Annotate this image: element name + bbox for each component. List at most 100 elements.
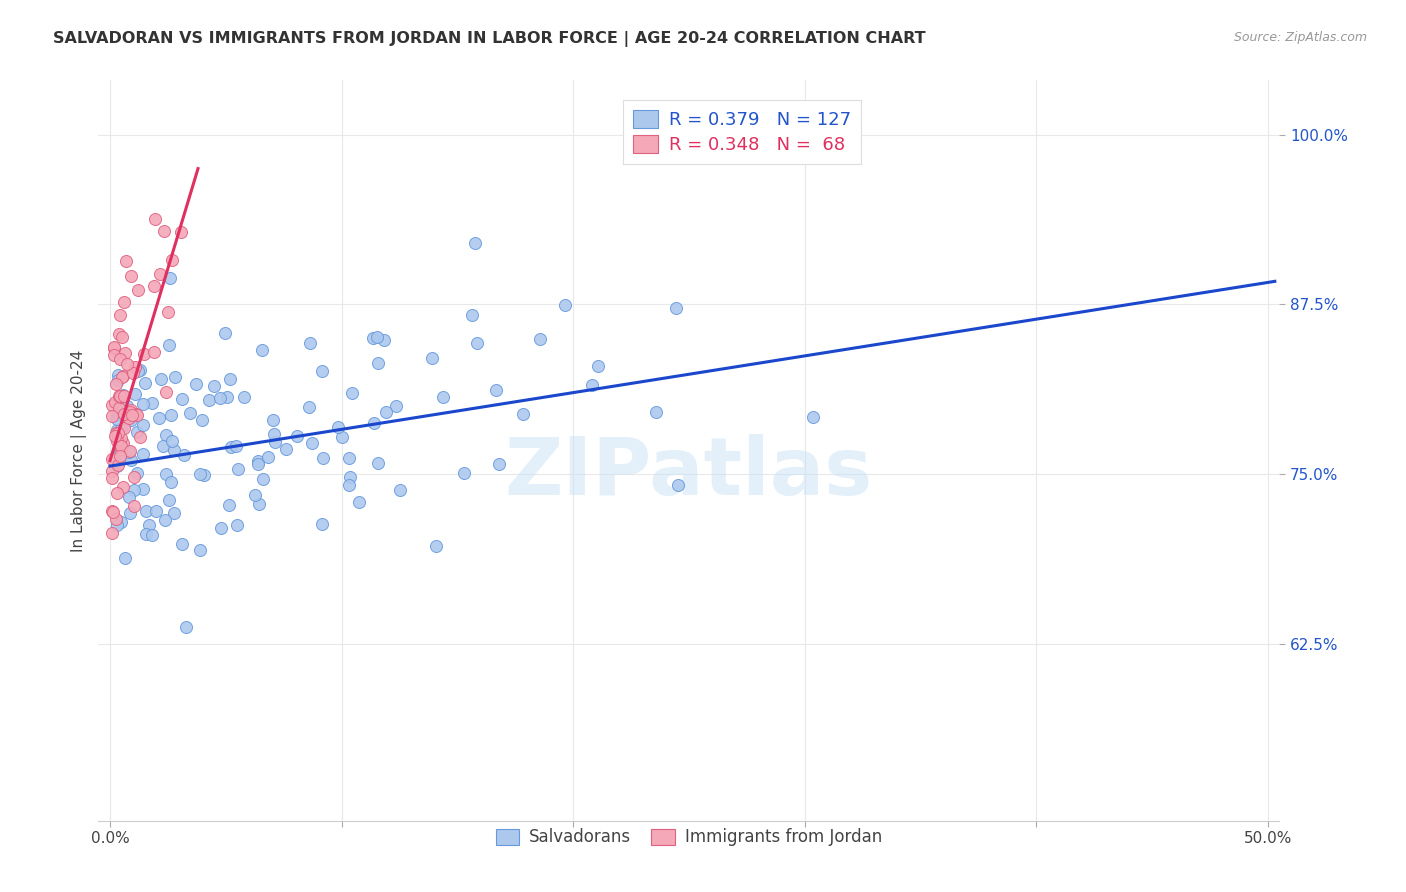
Point <box>101 409 124 423</box>
Text: SALVADORAN VS IMMIGRANTS FROM JORDAN IN LABOR FORCE | AGE 20-24 CORRELATION CHAR: SALVADORAN VS IMMIGRANTS FROM JORDAN IN … <box>53 31 927 47</box>
Point <box>101 526 124 541</box>
Point <box>124 483 146 497</box>
Point <box>120 268 142 283</box>
Point <box>111 369 134 384</box>
Point <box>143 212 166 227</box>
Point <box>107 389 129 403</box>
Point <box>117 410 139 425</box>
Point <box>111 330 134 344</box>
Point <box>149 268 172 282</box>
Point <box>101 471 124 485</box>
Point <box>163 506 186 520</box>
Legend: Salvadorans, Immigrants from Jordan: Salvadorans, Immigrants from Jordan <box>489 822 889 853</box>
Point <box>110 422 132 436</box>
Point <box>263 427 285 442</box>
Point <box>388 483 411 497</box>
Point <box>112 295 135 310</box>
Point <box>225 518 247 533</box>
Point <box>373 333 395 347</box>
Point <box>190 413 212 427</box>
Point <box>665 301 688 316</box>
Point <box>105 425 128 440</box>
Text: ZIPatlas: ZIPatlas <box>505 434 873 512</box>
Point <box>132 482 155 496</box>
Point <box>245 488 267 502</box>
Point <box>375 404 398 418</box>
Point <box>425 539 447 553</box>
Point <box>112 421 135 435</box>
Point <box>250 343 273 358</box>
Point <box>107 458 129 472</box>
Point <box>129 363 152 377</box>
Point <box>157 492 180 507</box>
Point <box>125 407 148 421</box>
Point <box>122 499 145 513</box>
Point <box>581 377 603 392</box>
Point <box>188 542 211 557</box>
Point <box>110 439 132 453</box>
Point <box>115 357 138 371</box>
Point <box>159 475 181 489</box>
Point <box>214 326 236 340</box>
Point <box>111 387 134 401</box>
Point <box>274 442 297 456</box>
Point <box>105 434 128 449</box>
Point <box>117 490 139 504</box>
Point <box>129 430 152 444</box>
Point <box>111 409 134 424</box>
Point <box>173 448 195 462</box>
Point <box>160 409 183 423</box>
Point <box>367 356 389 370</box>
Point <box>225 439 247 453</box>
Point <box>645 404 668 418</box>
Point <box>120 405 142 419</box>
Point <box>349 494 371 508</box>
Point <box>122 469 145 483</box>
Point <box>422 351 444 365</box>
Point <box>215 390 238 404</box>
Point <box>464 235 486 250</box>
Point <box>159 271 181 285</box>
Point <box>135 527 157 541</box>
Point <box>218 498 240 512</box>
Point <box>209 391 232 405</box>
Point <box>111 368 134 383</box>
Point <box>108 351 131 366</box>
Point <box>105 411 128 425</box>
Point <box>252 472 274 486</box>
Point <box>460 308 482 322</box>
Point <box>104 428 127 442</box>
Point <box>127 425 149 440</box>
Point <box>246 457 269 471</box>
Point <box>554 298 576 312</box>
Point <box>148 411 170 425</box>
Point <box>179 406 201 420</box>
Point <box>190 467 212 481</box>
Point <box>219 440 242 454</box>
Point <box>107 373 129 387</box>
Point <box>131 447 153 461</box>
Point <box>247 497 270 511</box>
Point <box>337 477 360 491</box>
Point <box>156 304 179 318</box>
Point <box>165 370 187 384</box>
Point <box>174 620 197 634</box>
Point <box>122 366 145 380</box>
Point <box>311 517 333 532</box>
Point <box>114 254 136 268</box>
Point <box>226 462 249 476</box>
Point <box>105 459 128 474</box>
Point <box>120 453 142 467</box>
Point <box>143 279 166 293</box>
Point <box>340 386 363 401</box>
Point <box>262 413 284 427</box>
Point <box>107 426 129 441</box>
Point <box>103 341 125 355</box>
Point <box>127 408 149 422</box>
Point <box>101 452 124 467</box>
Point <box>121 409 143 423</box>
Point <box>108 326 131 341</box>
Point <box>141 527 163 541</box>
Point <box>120 413 142 427</box>
Point <box>127 283 149 297</box>
